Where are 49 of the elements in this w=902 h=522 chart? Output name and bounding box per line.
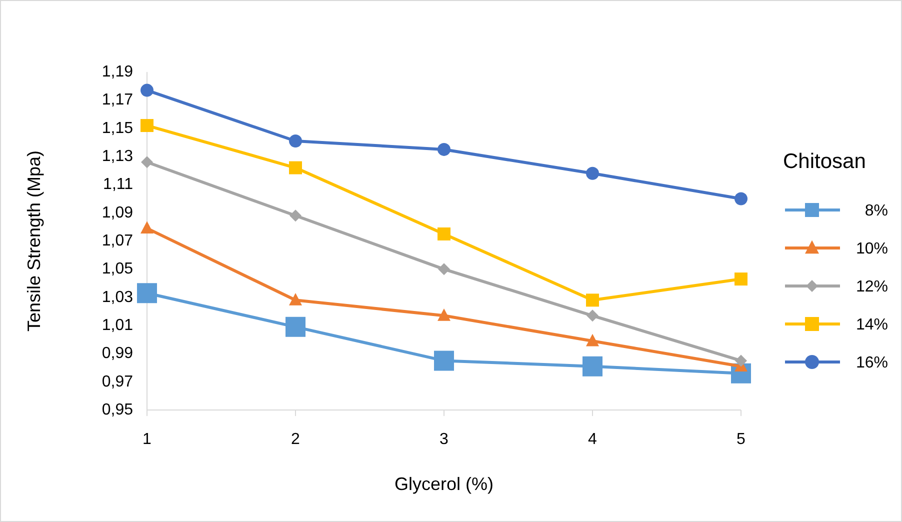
x-tick-label: 3 <box>440 431 449 448</box>
point <box>586 310 598 322</box>
point <box>734 192 748 206</box>
point <box>586 294 599 307</box>
point <box>735 354 747 367</box>
point <box>140 119 154 132</box>
legend-label: 14% <box>856 316 888 334</box>
point <box>141 156 153 168</box>
y-tick-label: 1,17 <box>102 92 134 109</box>
x-tick-label: 4 <box>588 431 598 448</box>
y-tick-label: 1,13 <box>102 148 134 165</box>
point <box>586 166 599 180</box>
point <box>290 210 302 222</box>
legend-label: 12% <box>856 278 888 296</box>
point <box>140 84 154 97</box>
point <box>289 134 302 148</box>
y-tick-label: 1,03 <box>102 288 134 306</box>
legend-title: Chitosan <box>783 150 866 173</box>
x-tick-label: 2 <box>291 431 300 448</box>
y-tick-label: 0,97 <box>102 373 134 390</box>
point <box>140 221 154 234</box>
y-tick-label: 1,05 <box>102 260 134 278</box>
point <box>438 263 450 276</box>
y-axis-title: Tensile Strength (Mpa) <box>24 150 44 332</box>
x-tick-label: 1 <box>142 431 152 448</box>
point <box>586 334 599 346</box>
point <box>286 316 306 337</box>
point <box>289 293 302 306</box>
point <box>438 142 450 156</box>
point <box>438 227 450 240</box>
y-tick-label: 1,15 <box>102 120 134 137</box>
point <box>734 272 748 286</box>
x-tick-label: 5 <box>736 431 746 448</box>
point <box>438 308 450 321</box>
legend-label: 8% <box>864 202 888 220</box>
point <box>289 161 302 174</box>
legend-label: 10% <box>856 240 888 258</box>
x-axis-title: Glycerol (%) <box>394 474 494 494</box>
point <box>137 283 157 304</box>
y-tick-label: 1,09 <box>102 204 134 222</box>
legend-label: 16% <box>856 354 888 372</box>
point <box>434 350 454 371</box>
y-tick-label: 0,99 <box>102 345 134 362</box>
point <box>582 356 602 376</box>
y-tick-label: 0,95 <box>102 402 134 418</box>
y-tick-label: 1,11 <box>103 176 134 194</box>
y-tick-label: 1,01 <box>102 317 134 334</box>
y-tick-label: 1,07 <box>102 232 134 250</box>
y-tick-label: 1,19 <box>102 64 134 80</box>
